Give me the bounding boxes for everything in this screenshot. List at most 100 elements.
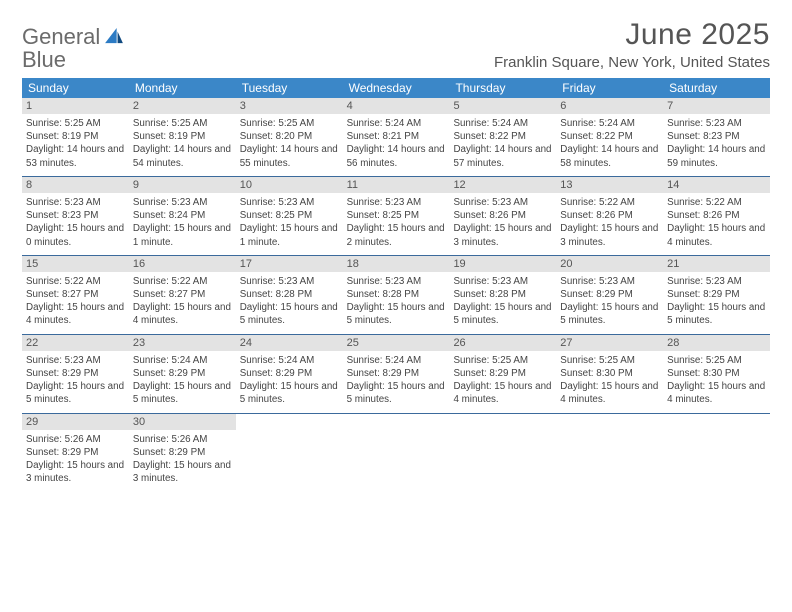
sunset-line: Sunset: 8:28 PM <box>347 288 446 301</box>
sunrise-line: Sunrise: 5:22 AM <box>26 275 125 288</box>
daylight-line: Daylight: 14 hours and 58 minutes. <box>560 143 659 169</box>
calendar-cell: 14Sunrise: 5:22 AMSunset: 8:26 PMDayligh… <box>663 177 770 255</box>
calendar-cell: 8Sunrise: 5:23 AMSunset: 8:23 PMDaylight… <box>22 177 129 255</box>
sunset-line: Sunset: 8:29 PM <box>26 367 125 380</box>
calendar-cell: 6 Sunrise: 5:24 AMSunset: 8:22 PMDaylight… <box>556 98 663 176</box>
sunset-line: Sunset: 8:25 PM <box>240 209 339 222</box>
sunset-line: Sunset: 8:23 PM <box>667 130 766 143</box>
daylight-line: Daylight: 14 hours and 56 minutes. <box>347 143 446 169</box>
daylight-line: Daylight: 14 hours and 59 minutes. <box>667 143 766 169</box>
day-number: 30 <box>129 414 236 430</box>
daylight-line: Daylight: 15 hours and 4 minutes. <box>453 380 552 406</box>
sunset-line: Sunset: 8:26 PM <box>667 209 766 222</box>
day-number: 15 <box>22 256 129 272</box>
day-number: 16 <box>129 256 236 272</box>
sunrise-line: Sunrise: 5:25 AM <box>453 354 552 367</box>
sunrise-line: Sunrise: 5:24 AM <box>240 354 339 367</box>
calendar-cell: 26Sunrise: 5:25 AMSunset: 8:29 PMDayligh… <box>449 335 556 413</box>
calendar-cell: 4Sunrise: 5:24 AMSunset: 8:21 PMDaylight… <box>343 98 450 176</box>
sunset-line: Sunset: 8:29 PM <box>560 288 659 301</box>
daylight-line: Daylight: 15 hours and 3 minutes. <box>560 222 659 248</box>
sunset-line: Sunset: 8:29 PM <box>26 446 125 459</box>
calendar-cell: 16 Sunrise: 5:22 AMSunset: 8:27 PMDayligh… <box>129 256 236 334</box>
calendar-cell <box>556 414 663 492</box>
calendar-cell: 12Sunrise: 5:23 AMSunset: 8:26 PMDayligh… <box>449 177 556 255</box>
day-number: 11 <box>343 177 450 193</box>
calendar-cell: 2Sunrise: 5:25 AMSunset: 8:19 PMDaylight… <box>129 98 236 176</box>
calendar-cell: 15Sunrise: 5:22 AMSunset: 8:27 PMDayligh… <box>22 256 129 334</box>
week-row: 29Sunrise: 5:26 AMSunset: 8:29 PMDayligh… <box>22 414 770 492</box>
sunset-line: Sunset: 8:26 PM <box>453 209 552 222</box>
calendar-cell: 21Sunrise: 5:23 AMSunset: 8:29 PMDayligh… <box>663 256 770 334</box>
sunrise-line: Sunrise: 5:23 AM <box>453 275 552 288</box>
sunrise-line: Sunrise: 5:22 AM <box>133 275 232 288</box>
sunset-line: Sunset: 8:21 PM <box>347 130 446 143</box>
day-number: 17 <box>236 256 343 272</box>
calendar-cell: 19Sunrise: 5:23 AMSunset: 8:28 PMDayligh… <box>449 256 556 334</box>
sunrise-line: Sunrise: 5:23 AM <box>26 196 125 209</box>
calendar-grid: Sunday Monday Tuesday Wednesday Thursday… <box>22 78 770 491</box>
calendar-cell: 30Sunrise: 5:26 AMSunset: 8:29 PMDayligh… <box>129 414 236 492</box>
daylight-line: Daylight: 15 hours and 5 minutes. <box>667 301 766 327</box>
sunrise-line: Sunrise: 5:25 AM <box>560 354 659 367</box>
daylight-line: Daylight: 15 hours and 5 minutes. <box>453 301 552 327</box>
day-header: Monday <box>129 78 236 98</box>
sunset-line: Sunset: 8:30 PM <box>667 367 766 380</box>
day-header: Tuesday <box>236 78 343 98</box>
calendar-cell: 3Sunrise: 5:25 AMSunset: 8:20 PMDaylight… <box>236 98 343 176</box>
daylight-line: Daylight: 15 hours and 3 minutes. <box>133 459 232 485</box>
sunset-line: Sunset: 8:29 PM <box>133 446 232 459</box>
day-number: 22 <box>22 335 129 351</box>
sunrise-line: Sunrise: 5:22 AM <box>560 196 659 209</box>
sunrise-line: Sunrise: 5:23 AM <box>240 196 339 209</box>
sunrise-line: Sunrise: 5:23 AM <box>560 275 659 288</box>
sunrise-line: Sunrise: 5:24 AM <box>347 354 446 367</box>
day-number: 13 <box>556 177 663 193</box>
daylight-line: Daylight: 15 hours and 5 minutes. <box>26 380 125 406</box>
daylight-line: Daylight: 14 hours and 55 minutes. <box>240 143 339 169</box>
sunrise-line: Sunrise: 5:24 AM <box>453 117 552 130</box>
calendar-cell: 17Sunrise: 5:23 AMSunset: 8:28 PMDayligh… <box>236 256 343 334</box>
sunset-line: Sunset: 8:24 PM <box>133 209 232 222</box>
sunset-line: Sunset: 8:29 PM <box>347 367 446 380</box>
sunset-line: Sunset: 8:27 PM <box>133 288 232 301</box>
calendar-cell: 22Sunrise: 5:23 AMSunset: 8:29 PMDayligh… <box>22 335 129 413</box>
daylight-line: Daylight: 14 hours and 54 minutes. <box>133 143 232 169</box>
sunrise-line: Sunrise: 5:24 AM <box>560 117 659 130</box>
calendar-cell: 29Sunrise: 5:26 AMSunset: 8:29 PMDayligh… <box>22 414 129 492</box>
day-number: 27 <box>556 335 663 351</box>
day-number: 29 <box>22 414 129 430</box>
sunset-line: Sunset: 8:25 PM <box>347 209 446 222</box>
sunset-line: Sunset: 8:28 PM <box>240 288 339 301</box>
daylight-line: Daylight: 15 hours and 5 minutes. <box>240 380 339 406</box>
day-number: 21 <box>663 256 770 272</box>
location-text: Franklin Square, New York, United States <box>494 54 770 71</box>
sunrise-line: Sunrise: 5:23 AM <box>453 196 552 209</box>
day-number: 6 <box>556 98 663 114</box>
sunrise-line: Sunrise: 5:22 AM <box>667 196 766 209</box>
week-row: 15Sunrise: 5:22 AMSunset: 8:27 PMDayligh… <box>22 256 770 335</box>
sunrise-line: Sunrise: 5:23 AM <box>667 117 766 130</box>
sunrise-line: Sunrise: 5:25 AM <box>667 354 766 367</box>
sunrise-line: Sunrise: 5:25 AM <box>240 117 339 130</box>
day-header: Friday <box>556 78 663 98</box>
calendar-cell: 24Sunrise: 5:24 AMSunset: 8:29 PMDayligh… <box>236 335 343 413</box>
day-number: 9 <box>129 177 236 193</box>
calendar-cell: 7Sunrise: 5:23 AMSunset: 8:23 PMDaylight… <box>663 98 770 176</box>
sunset-line: Sunset: 8:22 PM <box>560 130 659 143</box>
day-number: 8 <box>22 177 129 193</box>
calendar-cell <box>449 414 556 492</box>
daylight-line: Daylight: 15 hours and 2 minutes. <box>347 222 446 248</box>
week-row: 8Sunrise: 5:23 AMSunset: 8:23 PMDaylight… <box>22 177 770 256</box>
brand-word2: Blue <box>22 47 66 72</box>
daylight-line: Daylight: 15 hours and 5 minutes. <box>133 380 232 406</box>
daylight-line: Daylight: 15 hours and 5 minutes. <box>560 301 659 327</box>
daylight-line: Daylight: 15 hours and 3 minutes. <box>26 459 125 485</box>
day-header: Wednesday <box>343 78 450 98</box>
week-row: 22Sunrise: 5:23 AMSunset: 8:29 PMDayligh… <box>22 335 770 414</box>
calendar-cell <box>343 414 450 492</box>
daylight-line: Daylight: 15 hours and 4 minutes. <box>133 301 232 327</box>
daylight-line: Daylight: 15 hours and 3 minutes. <box>453 222 552 248</box>
sail-icon <box>105 28 123 44</box>
day-number: 23 <box>129 335 236 351</box>
